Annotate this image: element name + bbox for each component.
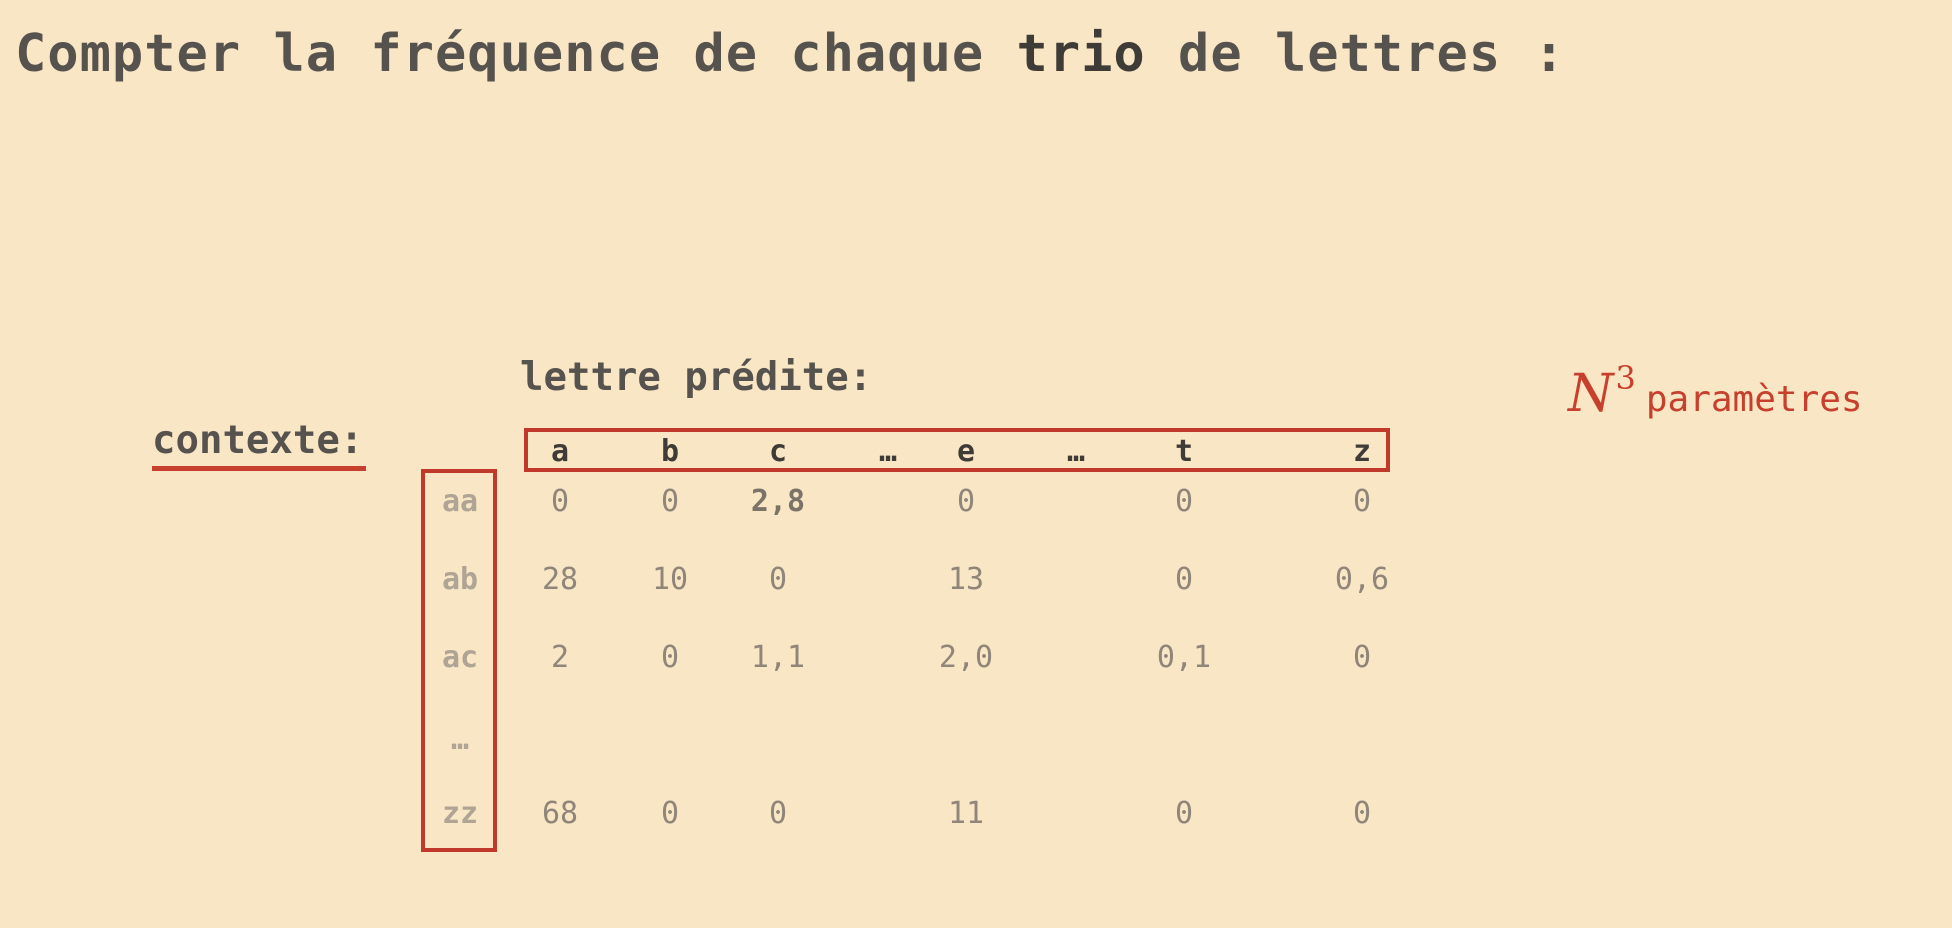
table-cell: 0 (1174, 562, 1194, 597)
parameter-symbol: N (1568, 364, 1614, 424)
table-cell: 2,0 (938, 640, 994, 675)
context-colon: : (339, 418, 364, 463)
table-cell: 0,1 (1156, 640, 1212, 675)
table-cell: 0 (1352, 484, 1372, 519)
table-cell: 10 (651, 562, 689, 597)
context-rows-highlight-box (421, 469, 497, 852)
table-cell: 0 (768, 562, 788, 597)
predicted-letters-highlight-box (524, 428, 1390, 472)
table-cell: 0 (1174, 796, 1194, 831)
column-header: t (1174, 434, 1194, 469)
column-header: … (1066, 434, 1086, 469)
title-bold-word: trio (1016, 24, 1146, 84)
row-header: ac (441, 640, 479, 675)
column-header: e (956, 434, 976, 469)
table-cell: 0 (550, 484, 570, 519)
table-cell: 13 (947, 562, 985, 597)
context-label: contexte: (152, 418, 363, 463)
column-header: a (550, 434, 570, 469)
title-prefix: Compter la fréquence de chaque (15, 24, 1017, 84)
column-header: … (878, 434, 898, 469)
slide-title: Compter la fréquence de chaque trio de l… (15, 24, 1566, 84)
predicted-letter-label: lettre prédite: (520, 355, 873, 400)
title-suffix: de lettres : (1145, 24, 1566, 84)
table-cell: 0,6 (1334, 562, 1390, 597)
table-cell: 1,1 (750, 640, 806, 675)
table-cell: 0 (660, 640, 680, 675)
table-cell: 2 (550, 640, 570, 675)
table-cell: 68 (541, 796, 579, 831)
column-header: z (1352, 434, 1372, 469)
parameter-word: paramètres (1645, 379, 1863, 420)
table-cell: 0 (1352, 796, 1372, 831)
row-header: ab (441, 562, 479, 597)
table-cell: 0 (660, 796, 680, 831)
row-header: zz (441, 796, 479, 831)
context-word: contexte (152, 418, 340, 463)
context-underline (152, 466, 366, 471)
column-header: b (660, 434, 680, 469)
table-cell: 0 (1352, 640, 1372, 675)
table-cell: 2,8 (750, 484, 806, 519)
row-header: aa (441, 484, 479, 519)
row-header: … (450, 722, 470, 757)
table-cell: 28 (541, 562, 579, 597)
parameter-exponent: 3 (1615, 359, 1636, 397)
table-cell: 11 (947, 796, 985, 831)
table-cell: 0 (768, 796, 788, 831)
table-cell: 0 (1174, 484, 1194, 519)
column-header: c (768, 434, 788, 469)
table-cell: 0 (660, 484, 680, 519)
parameter-count: N 3 paramètres (1568, 359, 1863, 424)
table-cell: 0 (956, 484, 976, 519)
